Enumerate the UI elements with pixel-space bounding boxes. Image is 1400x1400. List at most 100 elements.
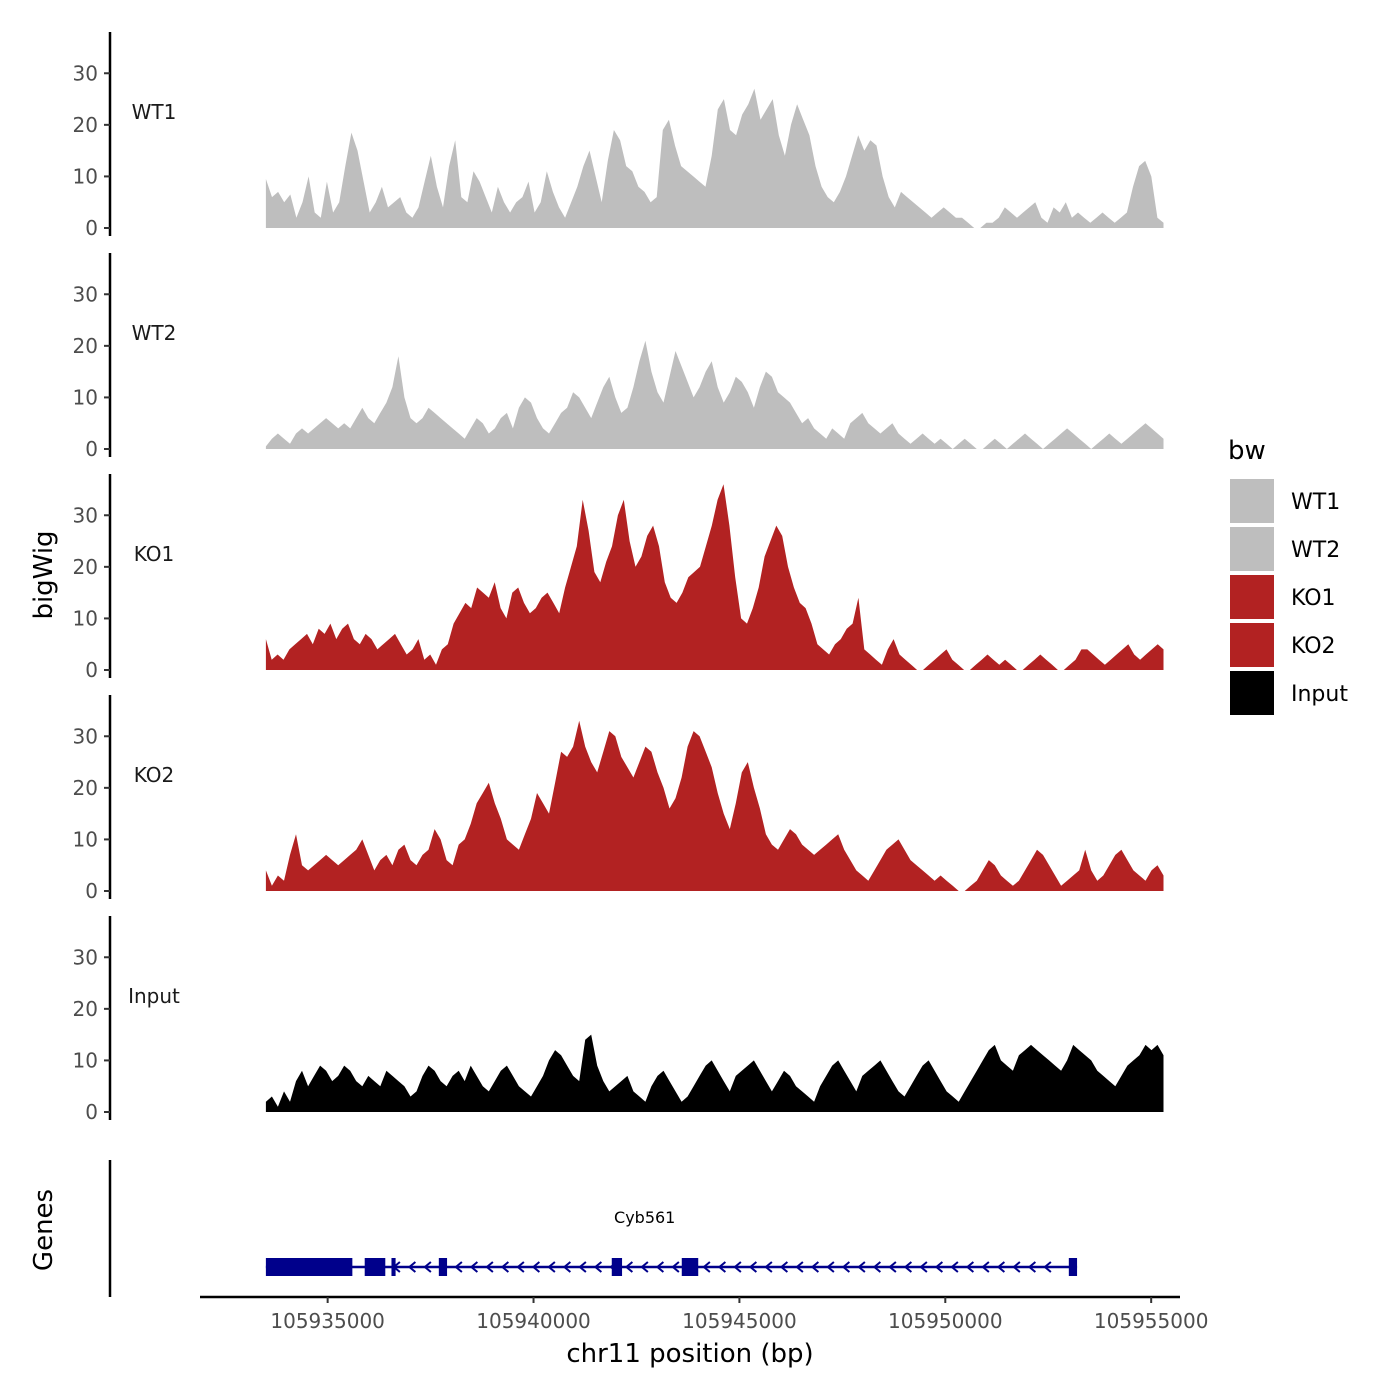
track-ko1: 0 10 20 30 KO1 (73, 474, 1164, 682)
track-ko2: 0 10 20 30 KO2 (73, 695, 1164, 903)
strand-arrow (779, 1261, 789, 1273)
strand-arrow (903, 1261, 913, 1273)
track-label-wt1: WT1 (132, 100, 177, 124)
track-wt1: 0 10 20 30 WT1 (73, 32, 1164, 240)
y-tick-label: 10 (73, 606, 98, 630)
area-ko1 (265, 484, 1164, 670)
strand-arrow (655, 1261, 665, 1273)
y-tick-label: 0 (85, 216, 98, 240)
track-input: 0 10 20 30 Input (73, 916, 1164, 1124)
strand-arrow (981, 1261, 990, 1273)
strand-arrow (469, 1261, 479, 1273)
y-tick-label: 30 (73, 61, 98, 85)
strand-arrow (950, 1261, 959, 1273)
strand-arrow (965, 1261, 975, 1273)
y-tick-label: 20 (73, 113, 98, 137)
exon (438, 1258, 448, 1276)
y-tick-label: 0 (85, 437, 98, 461)
strand-arrow (996, 1261, 1006, 1273)
strand-arrow (500, 1261, 510, 1273)
strand-arrow (934, 1261, 944, 1273)
y-tick-label: 0 (85, 1100, 98, 1124)
y-tick-label: 30 (73, 503, 98, 527)
strand-arrow (593, 1261, 603, 1273)
legend-key-wt2 (1230, 527, 1274, 571)
genes-track-label: Genes (29, 1189, 59, 1271)
legend-label-input: Input (1291, 682, 1348, 707)
y-tick-label: 10 (73, 827, 98, 851)
track-label-ko2: KO2 (134, 763, 175, 787)
strand-arrow (671, 1261, 680, 1273)
legend-key-ko2 (1230, 623, 1274, 667)
x-axis-title: chr11 position (bp) (566, 1339, 813, 1369)
area-input (265, 1034, 1164, 1112)
x-tick-label: 105955000 (1094, 1309, 1209, 1333)
legend-key-input (1230, 671, 1274, 715)
y-tick-label: 20 (73, 997, 98, 1021)
gene-name-label: Cyb561 (614, 1208, 675, 1227)
legend-key-wt1 (1230, 479, 1274, 523)
y-tick-label: 30 (73, 945, 98, 969)
strand-arrow (1012, 1261, 1021, 1273)
strand-arrow (407, 1261, 417, 1273)
exon (265, 1258, 353, 1276)
area-wt1 (265, 88, 1164, 228)
strand-arrow (640, 1261, 649, 1273)
strand-arrow (423, 1261, 432, 1273)
strand-arrow (919, 1261, 928, 1273)
strand-arrow (702, 1261, 711, 1273)
y-tick-label: 0 (85, 879, 98, 903)
strand-arrow (826, 1261, 835, 1273)
strand-arrow (717, 1261, 727, 1273)
strand-arrow (841, 1261, 851, 1273)
strand-arrow (1027, 1261, 1037, 1273)
legend-key-ko1 (1230, 575, 1274, 619)
legend-label-wt2: WT2 (1291, 538, 1340, 563)
exon (611, 1258, 623, 1276)
strand-arrow (1043, 1261, 1052, 1273)
track-label-input: Input (128, 984, 180, 1008)
strand-arrow (872, 1261, 882, 1273)
bigwig-tracks: 0 10 20 30 WT1 0 10 20 30 WT2 0 10 20 30 KO1 0 10 20 30 KO2… (73, 32, 1164, 1124)
strand-arrow (888, 1261, 897, 1273)
track-label-ko1: KO1 (134, 542, 175, 566)
strand-arrow (485, 1261, 494, 1273)
track-wt2: 0 10 20 30 WT2 (73, 253, 1164, 461)
strand-arrow (748, 1261, 758, 1273)
strand-arrow (578, 1261, 587, 1273)
legend-label-ko1: KO1 (1291, 586, 1336, 611)
strand-arrow (810, 1261, 820, 1273)
area-wt2 (265, 340, 1164, 449)
x-tick-label: 105935000 (270, 1309, 385, 1333)
y-tick-label: 10 (73, 1048, 98, 1072)
legend-label-ko2: KO2 (1291, 634, 1336, 659)
x-tick-label: 105950000 (888, 1309, 1003, 1333)
strand-arrow (795, 1261, 804, 1273)
y-tick-label: 10 (73, 385, 98, 409)
strand-arrow (562, 1261, 572, 1273)
legend-label-wt1: WT1 (1291, 490, 1340, 515)
y-tick-label: 30 (73, 724, 98, 748)
y-tick-label: 30 (73, 282, 98, 306)
legend-title: bw (1228, 436, 1266, 466)
strand-arrow (454, 1261, 463, 1273)
y-tick-label: 20 (73, 776, 98, 800)
y-tick-label: 20 (73, 555, 98, 579)
track-label-wt2: WT2 (132, 321, 177, 345)
area-ko2 (265, 720, 1164, 891)
strand-arrow (733, 1261, 742, 1273)
strand-arrow (547, 1261, 556, 1273)
exon (1068, 1258, 1078, 1276)
y-tick-label: 20 (73, 334, 98, 358)
y-tick-label: 10 (73, 164, 98, 188)
genes-track: Cyb561 (108, 1160, 1078, 1297)
exon (681, 1258, 699, 1276)
strand-arrow (764, 1261, 773, 1273)
x-tick-label: 105945000 (682, 1309, 797, 1333)
strand-arrow (857, 1261, 866, 1273)
exon (391, 1258, 396, 1276)
strand-arrow (531, 1261, 541, 1273)
exon (364, 1258, 386, 1276)
y-axis-title: bigWig (29, 530, 59, 619)
